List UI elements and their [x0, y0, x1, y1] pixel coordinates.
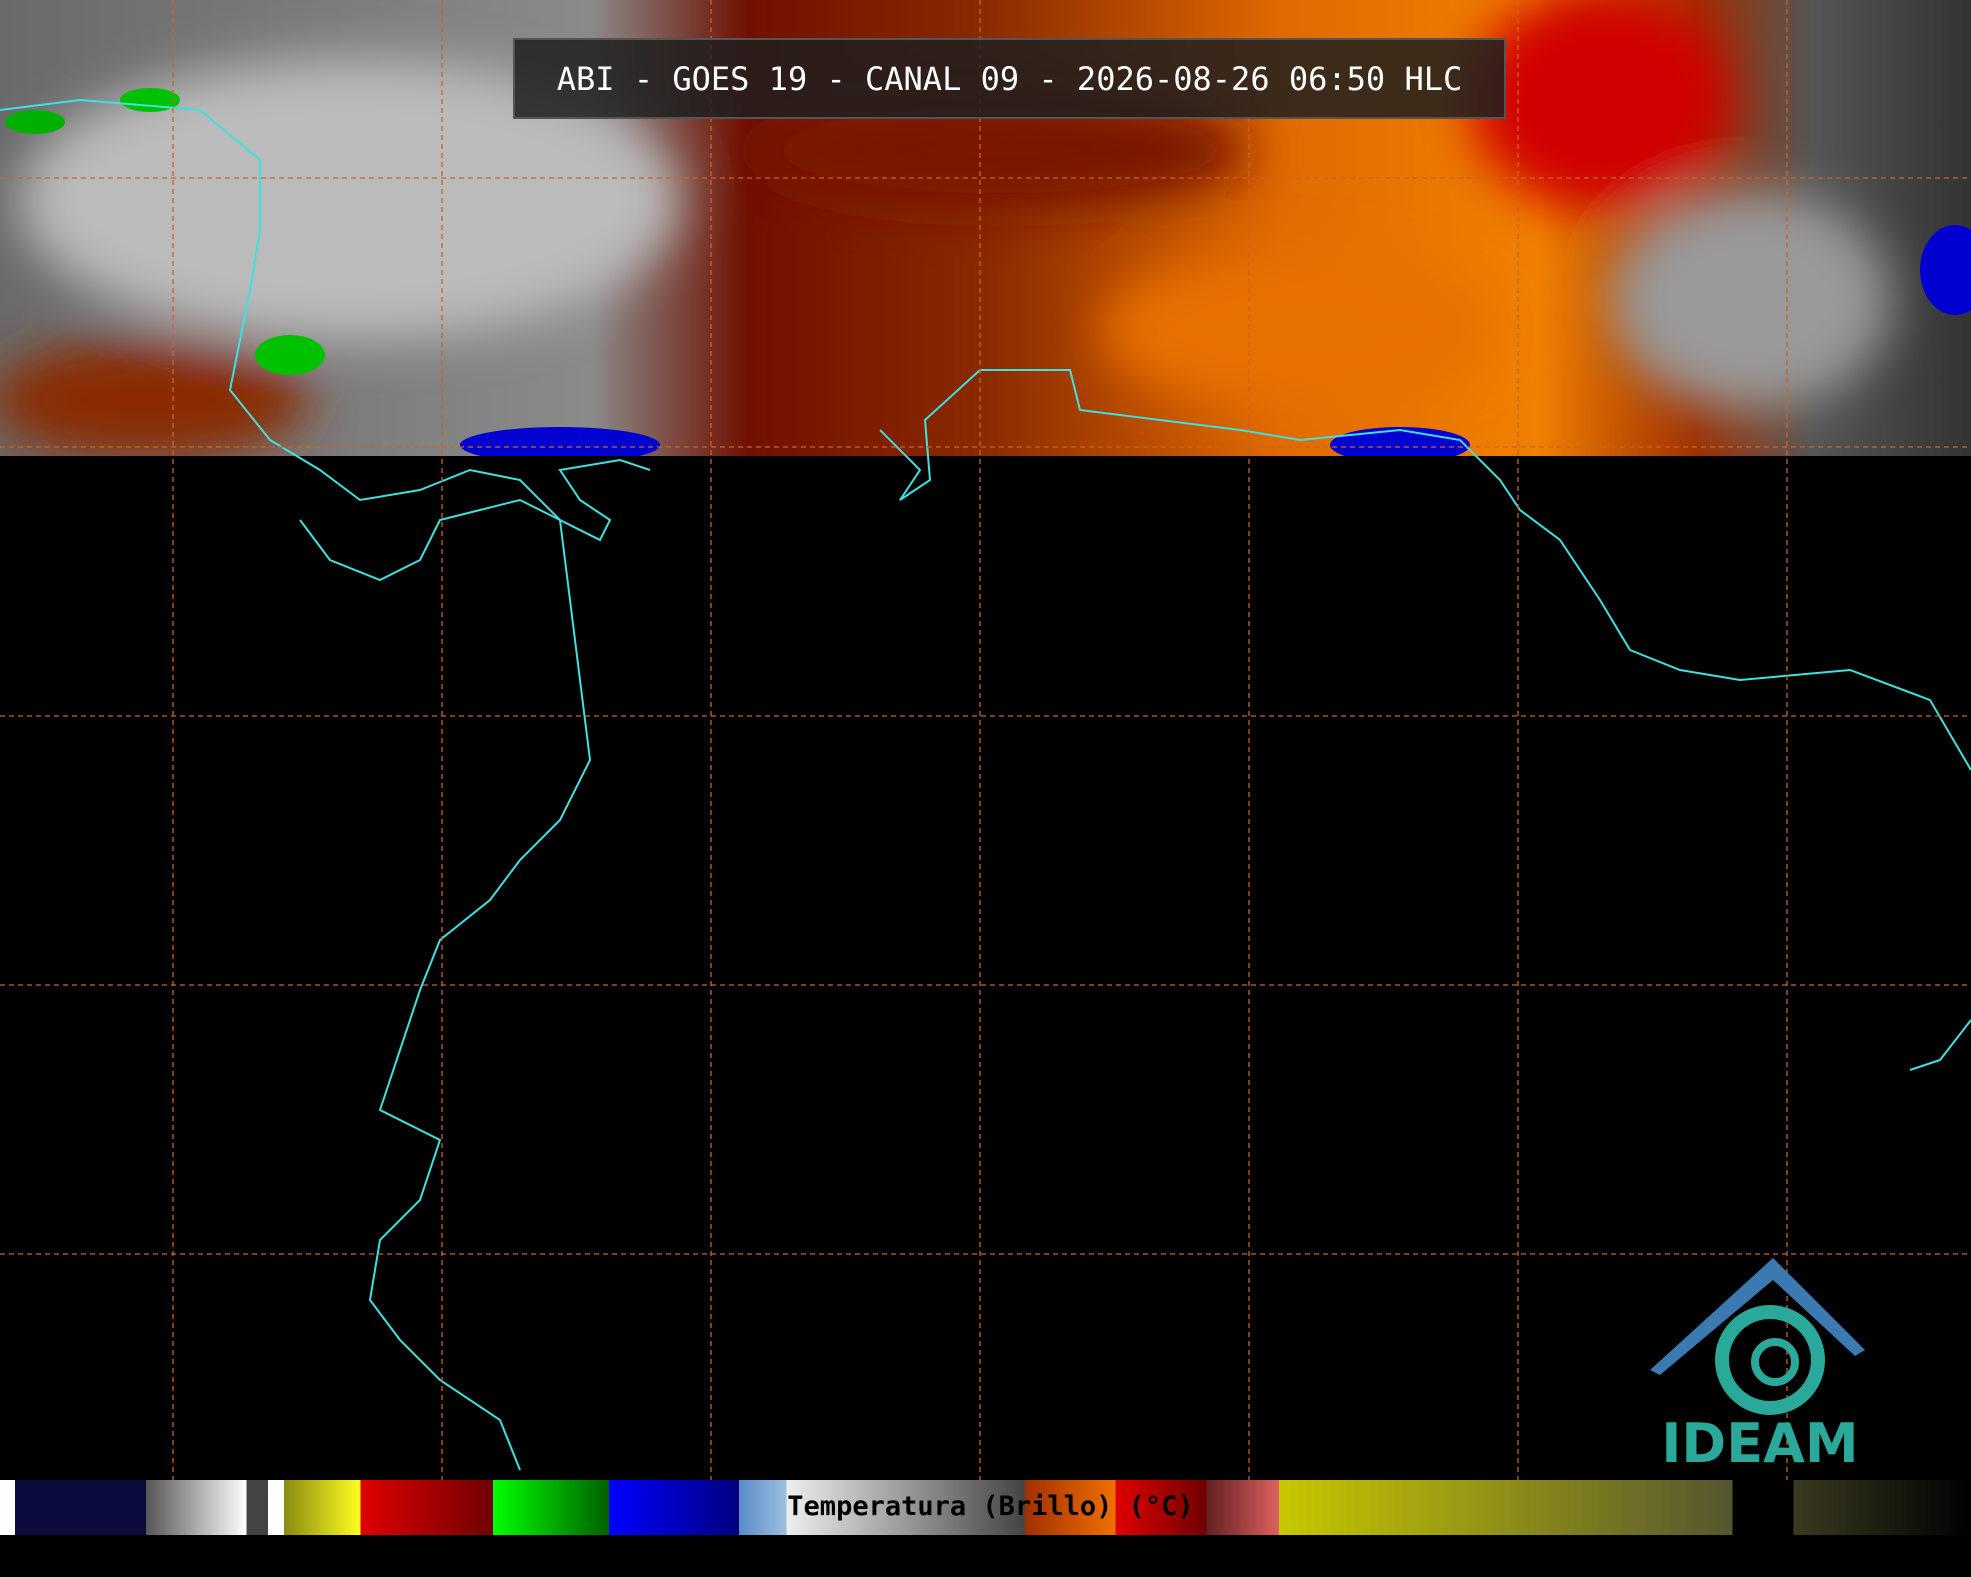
map-title: ABI - GOES 19 - CANAL 09 - 2026-08-26 06… — [513, 38, 1506, 119]
tick-label: -60 — [587, 1552, 627, 1577]
colorbar — [0, 1480, 1971, 1535]
tick-label: -100 — [113, 1552, 166, 1577]
colorbar-axis: -100 -80 -60 -40 -20 0 20 40 — [0, 1535, 1971, 1577]
tick-label: -20 — [1053, 1552, 1093, 1577]
tick-label: 20 — [1526, 1552, 1553, 1577]
ideam-logo: IDEAM — [1650, 1258, 1865, 1475]
tick-label: -40 — [820, 1552, 860, 1577]
graticule — [0, 0, 1971, 1480]
colorbar-label: Temperatura (Brillo) (°C) — [787, 1491, 1194, 1522]
tick-label: 0 — [1300, 1552, 1313, 1577]
coastline — [0, 98, 1971, 1471]
satellite-map: IDEAM — [0, 0, 1971, 1480]
tick-label: -80 — [353, 1552, 393, 1577]
logo-text: IDEAM — [1661, 1412, 1858, 1475]
cloud-imagery — [0, 0, 1971, 456]
tick-label: 40 — [1759, 1552, 1786, 1577]
